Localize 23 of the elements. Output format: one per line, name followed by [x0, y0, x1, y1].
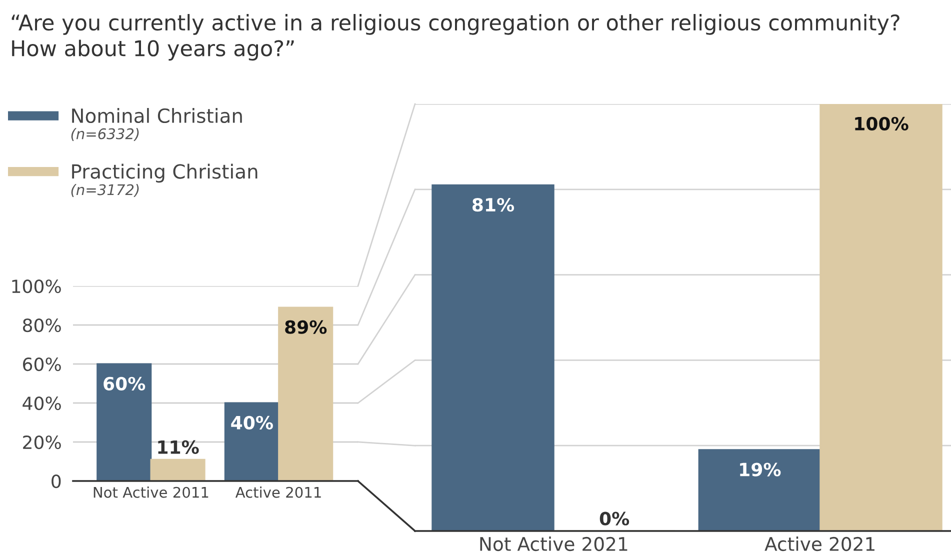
x-tick-label: Active 2021: [764, 536, 874, 552]
data-label: 60%: [104, 376, 146, 390]
text: “Are you currently active in a religious congregation or other religious community? How about 10 years ago?”: [12, 14, 900, 61]
y-tick-label: 40%: [22, 396, 61, 410]
y-tick-label: 100%: [12, 279, 61, 294]
legend-label: Nominal Christian: [72, 108, 242, 124]
text: (n=3172): [71, 184, 139, 197]
data-label: 0%: [600, 512, 630, 526]
data-label: 81%: [472, 198, 514, 212]
x-tick-label: Not Active 2011: [94, 486, 208, 498]
data-label: 11%: [158, 440, 199, 454]
legend-label: Practicing Christian: [72, 164, 258, 183]
x-tick-label: Not Active 2021: [480, 536, 628, 552]
text: (n=6332): [71, 128, 139, 142]
y-tick-label: 0: [52, 474, 61, 488]
y-tick-label: 80%: [22, 318, 61, 332]
data-label: 89%: [285, 320, 327, 334]
x-tick-label: Active 2011: [235, 486, 321, 498]
data-label: 100%: [855, 116, 908, 130]
data-label: 40%: [231, 416, 273, 430]
y-tick-label: 60%: [23, 357, 61, 372]
data-label: 19%: [740, 462, 781, 476]
y-tick-label: 20%: [23, 435, 61, 450]
